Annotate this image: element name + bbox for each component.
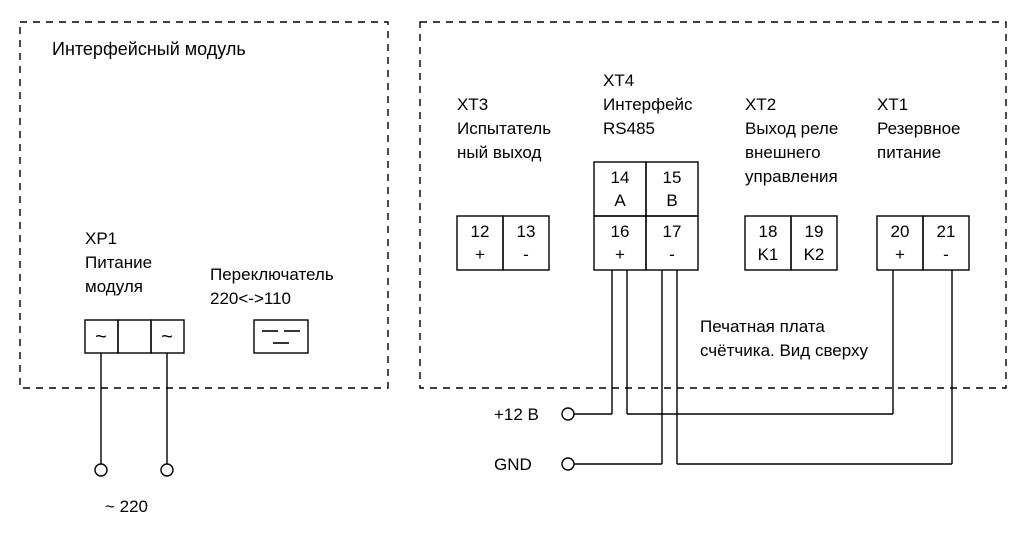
xp1-pin2: ~ (161, 326, 173, 348)
gnd-node (562, 458, 574, 470)
xp1-ref: XP1 (85, 229, 117, 248)
xt4-ref: XT4 (603, 71, 634, 90)
xt4-b2-num: 17 (663, 222, 682, 241)
note-l1: Печатная плата (700, 317, 825, 336)
xt1-p1-num: 20 (891, 222, 910, 241)
xt3-connector: 12 + 13 - (457, 216, 549, 270)
diagram-canvas: Интерфейсный модуль XP1 Питание модуля ~… (0, 0, 1016, 559)
xt4-b1-mark: + (615, 245, 625, 264)
xt4-c1: Интерфейс (603, 95, 693, 114)
bottom-220: ~ 220 (105, 497, 148, 516)
xt1-c2: питание (877, 143, 941, 162)
xt1-connector: 20 + 21 - (877, 216, 969, 270)
xt2-c3: управления (745, 167, 838, 186)
xp1-pin1: ~ (95, 326, 107, 348)
xt2-c1: Выход реле (745, 119, 838, 138)
xt1-ref: XT1 (877, 95, 908, 114)
xt1-p2-num: 21 (937, 222, 956, 241)
switch-caption-1: Переключатель (210, 265, 334, 284)
xt4-t2-mark: B (666, 191, 677, 210)
xt3-p1-num: 12 (471, 222, 490, 241)
xt2-ref: XT2 (745, 95, 776, 114)
v12-label: +12 В (494, 405, 539, 424)
switch-caption-2: 220<->110 (210, 289, 291, 308)
xt2-p2-mark: K2 (804, 245, 825, 264)
xt3-c2: ный выход (457, 143, 541, 162)
xt2-p1-mark: K1 (758, 245, 779, 264)
xt1-p1-mark: + (895, 245, 905, 264)
xt4-connector: 14 A 15 B 16 + 17 - (594, 162, 698, 270)
xp1-term-1 (95, 464, 107, 476)
xp1-caption-1: Питание (85, 253, 152, 272)
xt4-b1-num: 16 (611, 222, 630, 241)
xt4-t1-mark: A (614, 191, 626, 210)
switch-symbol (254, 320, 308, 353)
xt4-c2: RS485 (603, 119, 655, 138)
left-module-frame (20, 22, 388, 388)
xp1-caption-2: модуля (85, 277, 143, 296)
xt2-connector: 18 K1 19 K2 (745, 216, 837, 270)
xt1-c1: Резервное (877, 119, 961, 138)
xt3-p1-mark: + (475, 245, 485, 264)
gnd-label: GND (494, 455, 532, 474)
xt3-c1: Испытатель (457, 119, 551, 138)
xt2-c2: внешнего (745, 143, 821, 162)
xt3-ref: XT3 (457, 95, 488, 114)
xt3-p2-num: 13 (517, 222, 536, 241)
xt2-p1-num: 18 (759, 222, 778, 241)
note-l2: счётчика. Вид сверху (700, 341, 869, 360)
xt3-p2-mark: - (523, 245, 529, 264)
xt4-b2-mark: - (669, 245, 675, 264)
xp1-connector: ~ ~ (85, 320, 184, 353)
xt1-p2-mark: - (943, 245, 949, 264)
left-module-title: Интерфейсный модуль (52, 39, 246, 59)
xt2-p2-num: 19 (805, 222, 824, 241)
xt4-t2-num: 15 (663, 168, 682, 187)
v12-node (562, 408, 574, 420)
xt4-t1-num: 14 (611, 168, 630, 187)
xp1-term-2 (161, 464, 173, 476)
